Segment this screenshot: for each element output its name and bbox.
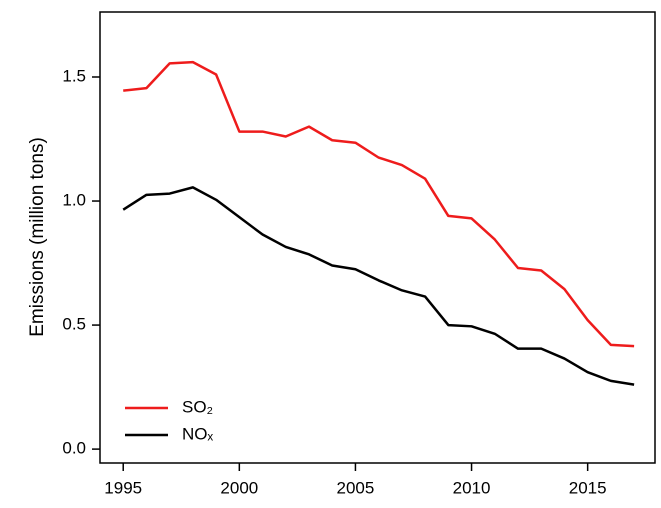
y-axis-label: Emissions (million tons): [27, 137, 48, 337]
y-tick-label: 1.0: [62, 191, 86, 210]
y-tick-label: 1.5: [62, 66, 86, 85]
legend-label: SO₂: [182, 397, 213, 416]
x-tick-label: 2000: [220, 478, 258, 497]
x-tick-label: 2010: [453, 478, 491, 497]
x-tick-label: 2005: [337, 478, 375, 497]
legend-label: NOₓ: [182, 424, 214, 443]
y-tick-label: 0.0: [62, 439, 86, 458]
y-tick-label: 0.5: [62, 315, 86, 334]
series-line: [122, 186, 635, 386]
plot-frame: [99, 11, 656, 464]
x-tick-label: 2015: [569, 478, 607, 497]
x-tick-label: 1995: [104, 478, 142, 497]
series-line: [123, 60, 635, 348]
